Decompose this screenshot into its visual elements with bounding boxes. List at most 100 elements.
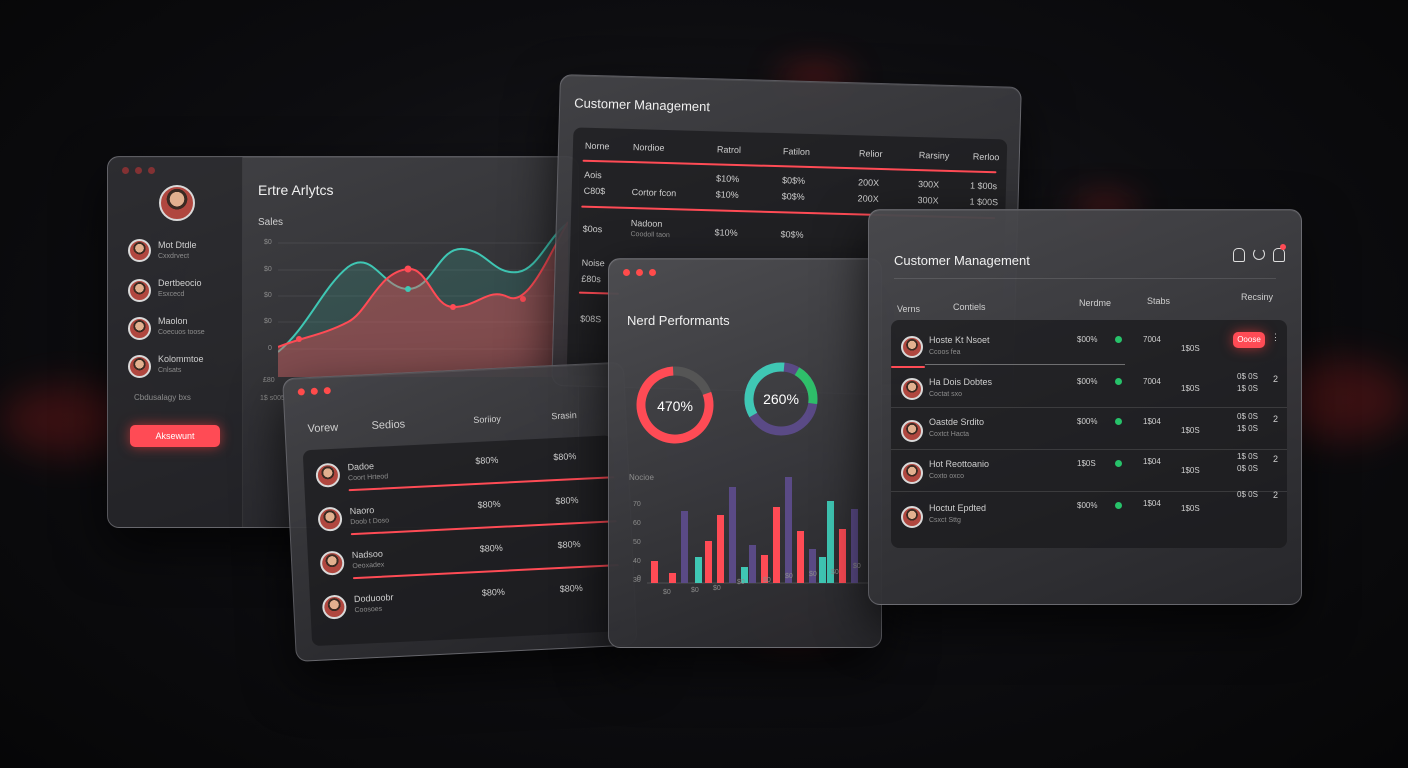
- window-controls[interactable]: [297, 386, 331, 396]
- refresh-icon[interactable]: [1253, 248, 1265, 260]
- customer-name: Hot Reottoanio: [929, 459, 990, 469]
- row-action[interactable]: 2: [1273, 490, 1279, 500]
- column-header: Stabs: [1147, 296, 1171, 306]
- cell: 300X: [917, 179, 940, 190]
- table-row[interactable]: Hoste Kt Nsoet Ccoos fea $00% 7004 1$0S …: [891, 324, 1287, 368]
- customer-name: Ha Dois Dobtes: [929, 377, 993, 387]
- bell-icon[interactable]: [1233, 248, 1245, 262]
- item-value: $80%: [477, 498, 501, 510]
- customer-name: Oastde Srdito: [929, 417, 985, 427]
- column-header: Norne: [584, 140, 610, 152]
- x-tick: $0: [737, 579, 745, 586]
- status-dot: [1115, 460, 1122, 467]
- cell: $00%: [1077, 501, 1098, 510]
- analytics-panel: Mot Dtdle Cxxdrvect Dertbeocio Esxcecd M…: [107, 156, 579, 528]
- customer-sub: Csxct Sttg: [929, 517, 961, 524]
- x-tick: £80: [263, 377, 275, 384]
- row-action[interactable]: 2: [1273, 374, 1279, 384]
- cell: 1$0S: [1181, 504, 1200, 513]
- row-action[interactable]: 2: [1273, 414, 1279, 424]
- item-sub: Doob t Doso: [350, 517, 390, 527]
- cell: 300X: [917, 195, 939, 206]
- item-value: $80%: [555, 495, 579, 507]
- row-divider: [891, 449, 1287, 450]
- cell: 1$04: [1143, 417, 1161, 426]
- cell: 1$0S: [1077, 459, 1096, 468]
- cell: C80$: [583, 185, 606, 197]
- x-tick: $0: [809, 571, 817, 578]
- cell: 1$0S: [1181, 426, 1200, 435]
- x-tick: $0: [831, 569, 839, 576]
- table-row[interactable]: Oastde Srdito Coxtct Hacta $00% 1$04 1$0…: [891, 408, 1287, 450]
- account-button[interactable]: Aksewunt: [130, 425, 220, 447]
- y-tick: $0: [264, 266, 272, 273]
- y-tick: 50: [633, 539, 641, 546]
- avatar: [901, 378, 923, 400]
- more-icon[interactable]: ⋮: [1271, 332, 1280, 342]
- table-row[interactable]: Hoctut Epdted Csxct Sttg $00% 1$04 1$0S …: [891, 490, 1287, 540]
- cell: 0$ 0S: [1237, 464, 1258, 473]
- cell: 200X: [857, 177, 880, 188]
- table-row[interactable]: Ha Dois Dobtes Coctat sxo $00% 7004 1$0S…: [891, 366, 1287, 408]
- review-panel: Vorew Sedios Soriioy Srasin Dadoe Coort …: [282, 361, 638, 662]
- avatar: [901, 336, 923, 358]
- row-action[interactable]: 2: [1273, 454, 1279, 464]
- status-dot: [1115, 502, 1122, 509]
- cell: $10%: [716, 173, 740, 185]
- row-divider: [891, 407, 1287, 408]
- tab-sedios[interactable]: Sedios: [371, 418, 406, 433]
- column-header: Nerdme: [1079, 298, 1112, 308]
- customer-sub: Coxto oxco: [929, 473, 965, 480]
- panel-title: Nerd Performants: [627, 313, 730, 328]
- avatar: [128, 279, 151, 302]
- table-row[interactable]: Hot Reottoanio Coxto oxco 1$0S 1$04 1$0S…: [891, 450, 1287, 492]
- performance-panel: Nerd Performants 470% 260% Nocioe 70 60 …: [608, 258, 882, 648]
- item-name: Nadsoo: [351, 548, 384, 561]
- header-divider: [894, 278, 1276, 279]
- item-value: $80%: [553, 451, 577, 463]
- chart-label: Sales: [258, 217, 284, 228]
- y-tick: $0: [264, 318, 272, 325]
- notification-icon[interactable]: [1273, 244, 1286, 262]
- y-tick: $0: [264, 292, 272, 299]
- y-tick: 70: [633, 501, 641, 508]
- cell: 1$ 0S: [1237, 452, 1258, 461]
- avatar[interactable]: [159, 185, 195, 221]
- column-header: Soriioy: [473, 413, 502, 426]
- row-action-button[interactable]: Ooose: [1233, 332, 1265, 348]
- cell: $0os: [582, 223, 603, 235]
- misc-text: Cbdusalagy bxs: [134, 393, 191, 402]
- review-list: Dadoe Coort Hrteod $80% $80% Naoro Doob …: [302, 435, 622, 647]
- cell: 1$0S: [1181, 344, 1200, 353]
- cell: 1$0S: [1181, 466, 1200, 475]
- cell: £80s: [581, 273, 601, 285]
- customer-name: Hoctut Epdted: [929, 503, 987, 513]
- cell: 1$04: [1143, 499, 1161, 508]
- customer-table: Hoste Kt Nsoet Ccoos fea $00% 7004 1$0S …: [891, 320, 1287, 548]
- tab-review[interactable]: Vorew: [307, 421, 339, 436]
- column-header: Srasin: [551, 409, 578, 422]
- avatar: [321, 594, 347, 620]
- status-dot: [1115, 378, 1122, 385]
- column-header: Rarsiny: [918, 150, 950, 161]
- window-controls[interactable]: [623, 269, 656, 276]
- y-tick: 0: [637, 575, 641, 582]
- y-tick: 60: [633, 520, 641, 527]
- y-tick: 40: [633, 558, 641, 565]
- item-value: $80%: [475, 454, 499, 466]
- item-name: Naoro: [349, 505, 375, 517]
- item-value: $80%: [479, 542, 503, 554]
- bar-chart-label: Nocioe: [629, 473, 654, 482]
- column-header: Verns: [897, 304, 921, 314]
- column-header: Nordioe: [632, 142, 665, 153]
- item-value: $80%: [481, 586, 506, 598]
- x-tick: $0: [691, 587, 699, 594]
- cell: Cortor fcon: [631, 187, 677, 199]
- cell: 7004: [1143, 377, 1161, 386]
- avatar: [317, 506, 343, 532]
- cell: 1 $00S: [969, 196, 999, 208]
- avatar: [901, 462, 923, 484]
- user-name: Mot Dtdle: [158, 240, 197, 250]
- cell: 1$0S: [1181, 384, 1200, 393]
- user-name: Maolon: [158, 316, 188, 326]
